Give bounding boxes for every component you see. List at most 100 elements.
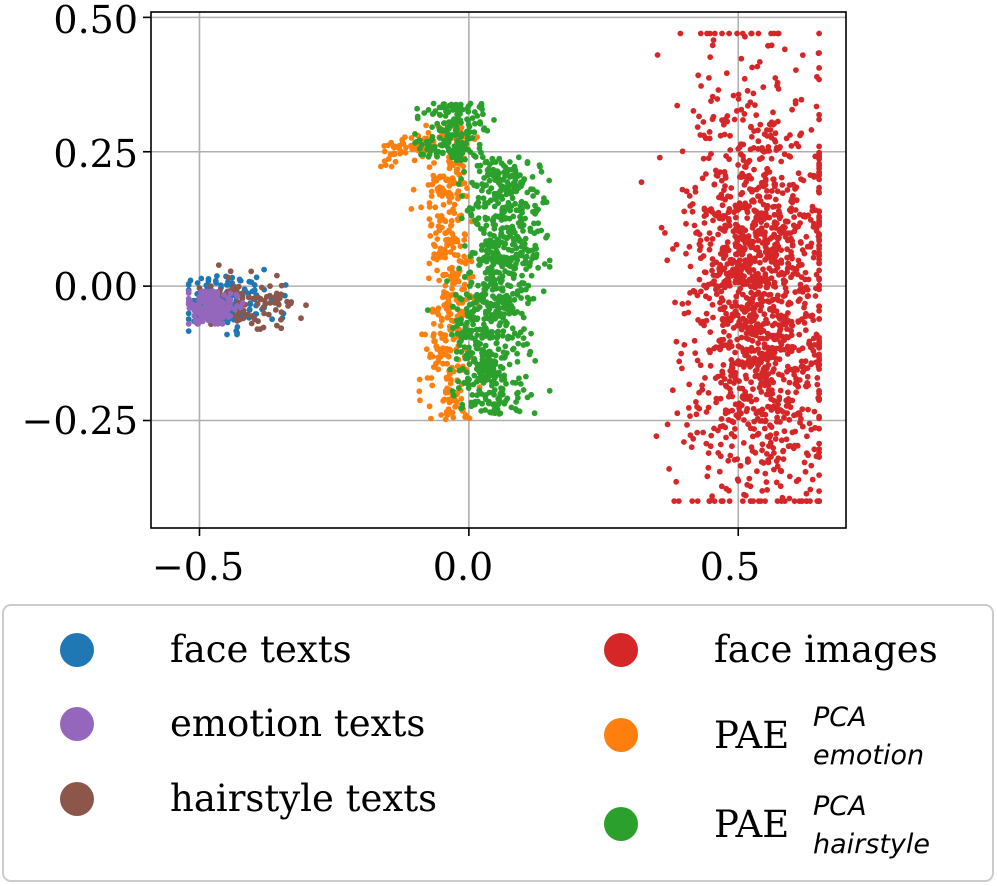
data-point <box>467 269 474 276</box>
data-point <box>719 227 726 233</box>
data-point <box>798 274 805 280</box>
data-point <box>816 50 822 56</box>
data-point <box>438 331 445 338</box>
data-point <box>748 289 755 296</box>
data-point <box>816 425 822 432</box>
data-point <box>543 199 550 206</box>
data-point <box>799 52 806 58</box>
data-point <box>694 404 700 410</box>
data-point <box>513 407 520 414</box>
data-point <box>775 455 782 462</box>
data-point <box>523 373 529 380</box>
data-point <box>739 278 746 285</box>
data-point <box>425 107 432 113</box>
data-point <box>479 360 485 366</box>
data-point <box>805 406 811 413</box>
data-point <box>814 73 820 80</box>
data-point <box>482 159 489 166</box>
data-point <box>739 236 746 243</box>
data-point <box>687 290 693 296</box>
data-point <box>491 240 498 247</box>
data-point <box>775 371 782 378</box>
data-point <box>727 317 734 324</box>
data-point <box>745 336 752 342</box>
data-point <box>478 247 485 253</box>
data-point <box>698 83 704 89</box>
data-point <box>749 357 756 363</box>
data-point <box>477 225 484 232</box>
data-point <box>425 129 432 136</box>
data-point <box>481 281 488 288</box>
data-point <box>811 408 818 415</box>
data-point <box>758 459 765 465</box>
data-point <box>518 310 525 317</box>
data-point <box>434 120 441 127</box>
data-point <box>511 310 518 317</box>
data-point <box>756 193 763 200</box>
data-point <box>814 375 821 381</box>
data-point <box>735 145 742 152</box>
data-point <box>734 336 741 343</box>
data-point <box>729 443 735 450</box>
data-point <box>501 208 508 215</box>
legend-marker-pae-emotion <box>604 718 638 752</box>
legend-label-pae-emotion: PAE PCA emotion <box>714 702 924 771</box>
data-point <box>489 269 496 276</box>
data-point <box>527 225 534 232</box>
data-point <box>795 318 802 324</box>
data-point <box>784 187 791 193</box>
data-point <box>517 172 523 179</box>
data-point <box>693 411 700 418</box>
data-point <box>792 186 798 192</box>
data-point <box>497 177 504 183</box>
data-point <box>758 379 765 386</box>
data-point <box>804 433 810 440</box>
data-point <box>799 406 806 413</box>
data-point <box>687 413 693 419</box>
data-point <box>426 164 433 171</box>
data-point <box>709 267 715 274</box>
data-point <box>718 191 725 198</box>
data-point <box>546 257 553 264</box>
data-point <box>708 98 714 104</box>
data-point <box>786 495 793 502</box>
data-point <box>303 302 309 309</box>
data-point <box>653 433 660 440</box>
data-point <box>810 254 817 261</box>
data-point <box>450 303 456 310</box>
data-point <box>777 387 784 394</box>
data-point <box>750 386 756 392</box>
data-point <box>718 416 725 422</box>
data-point <box>771 466 777 473</box>
data-point <box>483 222 490 229</box>
data-point <box>236 276 243 283</box>
data-point <box>678 350 685 357</box>
data-point <box>757 121 764 128</box>
data-point <box>450 392 457 399</box>
data-point <box>512 265 519 272</box>
data-point <box>192 309 199 316</box>
data-point <box>411 157 418 164</box>
data-point <box>808 360 815 366</box>
data-point <box>757 418 763 424</box>
data-point <box>732 426 738 432</box>
data-point <box>754 432 761 438</box>
data-point <box>530 193 536 199</box>
data-point <box>512 235 519 242</box>
data-point <box>775 297 782 304</box>
data-point <box>451 121 458 127</box>
data-point <box>761 311 768 318</box>
data-point <box>697 243 704 250</box>
data-point <box>496 322 503 329</box>
data-point <box>454 191 460 197</box>
data-point <box>508 270 514 277</box>
data-point <box>498 355 505 361</box>
data-point <box>762 498 768 504</box>
data-point <box>784 351 791 357</box>
data-point <box>469 249 476 256</box>
data-point <box>713 291 720 298</box>
data-point <box>498 260 504 267</box>
data-point <box>702 135 709 142</box>
data-point <box>740 348 747 355</box>
data-point <box>461 344 468 350</box>
